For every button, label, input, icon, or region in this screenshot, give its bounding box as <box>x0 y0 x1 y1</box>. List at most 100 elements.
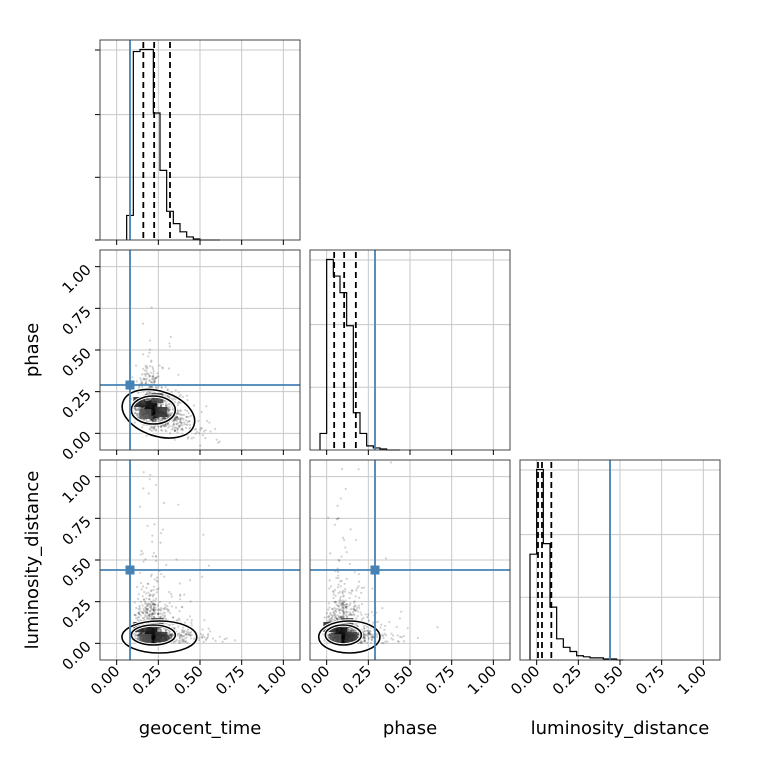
scatter-point <box>145 377 148 380</box>
scatter-point <box>395 625 398 629</box>
scatter-point <box>145 607 148 610</box>
density-block <box>341 618 354 628</box>
scatter-point <box>342 609 345 612</box>
scatter-point <box>152 376 155 379</box>
scatter-point <box>174 606 178 609</box>
scatter-point <box>150 426 153 429</box>
scatter-point <box>348 604 351 607</box>
scatter-point <box>153 411 156 414</box>
scatter-point <box>345 615 349 618</box>
scatter-point <box>166 422 169 425</box>
scatter-point <box>350 588 353 592</box>
contour-outer <box>317 620 381 654</box>
scatter-point <box>339 616 343 619</box>
scatter-point <box>328 587 331 590</box>
scatter-point <box>333 612 336 616</box>
scatter-point <box>141 373 144 376</box>
scatter-point <box>151 595 154 598</box>
scatter-point <box>151 640 155 643</box>
scatter-point <box>338 605 341 608</box>
scatter-point <box>163 575 166 578</box>
scatter-point <box>396 640 400 643</box>
scatter-point <box>162 501 166 504</box>
scatter-point <box>150 589 153 592</box>
scatter-point <box>147 614 150 617</box>
scatter-point <box>367 631 370 634</box>
scatter-point <box>153 378 156 381</box>
scatter-point <box>136 634 140 638</box>
scatter-point <box>156 612 160 615</box>
scatter-point <box>353 629 356 633</box>
scatter-point <box>180 634 183 637</box>
density-block <box>335 626 348 636</box>
scatter-point <box>152 615 156 619</box>
scatter-point <box>181 413 184 417</box>
scatter-point <box>148 598 151 601</box>
scatter-point <box>341 640 344 643</box>
scatter-point <box>352 607 356 611</box>
scatter-point <box>144 372 147 376</box>
scatter-point <box>153 641 156 644</box>
y-axis-label-phase: phase <box>22 323 43 377</box>
scatter-point <box>146 582 149 585</box>
scatter-point <box>152 374 155 378</box>
scatter-point <box>152 638 155 642</box>
scatter-point <box>340 640 344 644</box>
scatter-point <box>167 415 170 419</box>
scatter-point <box>179 421 183 425</box>
scatter-point <box>147 582 150 585</box>
scatter-point <box>138 612 141 616</box>
scatter-point <box>150 425 153 428</box>
scatter-point <box>153 416 156 419</box>
scatter-point <box>138 407 142 410</box>
scatter-point <box>144 606 147 609</box>
scatter-point <box>152 638 155 641</box>
scatter-point <box>148 603 151 606</box>
scatter-point <box>165 430 168 433</box>
scatter-point <box>342 641 346 644</box>
contour-outer <box>121 388 196 439</box>
scatter-point <box>152 636 156 639</box>
scatter-point <box>221 640 224 643</box>
scatter-point <box>340 616 343 619</box>
scatter-point <box>349 592 353 595</box>
scatter-point <box>369 636 373 639</box>
scatter-point <box>337 570 340 574</box>
scatter-point <box>159 541 162 544</box>
scatter-point <box>152 428 156 431</box>
scatter-point <box>152 638 155 641</box>
x-tick-label: 0.50 <box>590 662 626 698</box>
scatter-point <box>148 427 151 430</box>
scatter-point <box>201 575 204 578</box>
scatter-point <box>149 385 152 388</box>
scatter-point <box>332 611 335 614</box>
scatter-point <box>170 397 173 400</box>
scatter-point <box>341 639 344 642</box>
scatter-point <box>171 633 174 636</box>
scatter-point <box>137 616 140 619</box>
scatter-point <box>339 585 342 588</box>
scatter-point <box>159 404 162 407</box>
x-axis-label-luminosity-distance: luminosity_distance <box>531 718 710 739</box>
scatter-point <box>149 371 153 374</box>
scatter-point <box>137 637 140 640</box>
scatter-point <box>200 635 204 638</box>
scatter-point <box>152 413 155 416</box>
scatter-point <box>186 618 189 621</box>
scatter-point <box>365 629 369 632</box>
scatter-point <box>342 640 345 643</box>
scatter-point <box>363 627 366 630</box>
scatter-point <box>233 639 237 642</box>
scatter-point <box>147 355 150 358</box>
scatter-point <box>167 637 170 640</box>
panel-geocent_time-vs-geocent_time <box>95 39 301 245</box>
scatter-point <box>145 605 148 608</box>
scatter-point <box>141 611 144 614</box>
scatter-point <box>185 423 188 426</box>
scatter-point <box>150 606 153 609</box>
scatter-point <box>146 603 149 607</box>
scatter-point <box>152 608 155 611</box>
scatter-point <box>150 573 153 576</box>
scatter-point <box>350 628 353 631</box>
scatter-point <box>150 605 153 608</box>
